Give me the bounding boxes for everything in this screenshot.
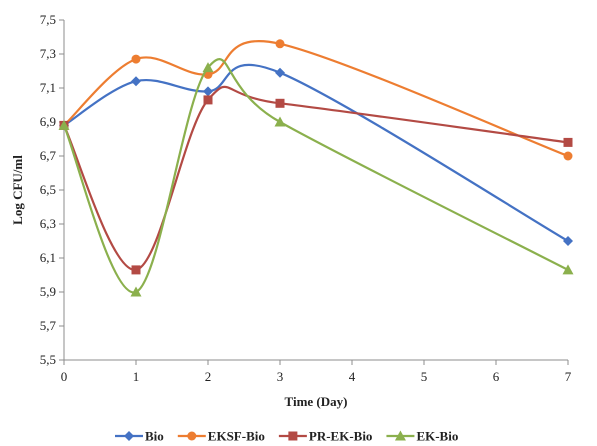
data-point-eksf-bio [131, 54, 141, 64]
data-point-pr-ek-bio [131, 265, 141, 275]
series-pr-ek-bio [59, 85, 573, 275]
x-tick-label: 3 [277, 369, 284, 384]
legend-marker [124, 431, 134, 441]
series-bio [59, 63, 573, 246]
legend-item-pr-ek-bio: PR-EK-Bio [278, 429, 373, 444]
x-tick-label: 7 [565, 369, 572, 384]
legend-label: EK-Bio [416, 429, 458, 444]
y-tick-label: 7,1 [40, 80, 56, 95]
y-tick-label: 6,3 [40, 216, 56, 231]
legend-label: EKSF-Bio [208, 429, 265, 444]
data-point-pr-ek-bio [203, 95, 213, 105]
legend-marker [187, 431, 197, 441]
legend-item-ek-bio: EK-Bio [386, 429, 458, 444]
y-tick-label: 5,5 [40, 352, 56, 367]
x-tick-label: 6 [493, 369, 500, 384]
data-point-bio [203, 86, 213, 97]
legend-marker [394, 430, 406, 441]
data-point-bio [131, 76, 141, 87]
series-ek-bio [58, 58, 574, 297]
x-tick-label: 5 [421, 369, 428, 384]
y-tick-label: 5,9 [40, 284, 56, 299]
data-point-bio [275, 67, 285, 78]
x-tick-label: 2 [205, 369, 212, 384]
series-line-ek-bio [62, 58, 569, 294]
y-tick-label: 6,7 [40, 148, 57, 163]
series-line-bio [63, 63, 569, 242]
y-tick-label: 6,1 [40, 250, 56, 265]
data-point-pr-ek-bio [275, 98, 285, 108]
legend-label: Bio [145, 429, 164, 444]
axes: 5,5 5,7 5,9 6,1 6,3 6,5 6,7 6,9 7,1 7,3 7,5 0 1 2 3 4 5 6… [40, 12, 572, 384]
x-tick-label: 4 [349, 369, 356, 384]
legend-label: PR-EK-Bio [309, 429, 373, 444]
series-group [58, 39, 574, 297]
data-point-ek-bio [562, 264, 574, 275]
y-tick-label: 5,7 [40, 318, 57, 333]
data-point-eksf-bio [275, 39, 285, 49]
data-point-ek-bio [274, 116, 286, 127]
x-axis-label: Time (Day) [285, 394, 348, 409]
legend: Bio EKSF-Bio PR-EK-Bio EK-Bio [115, 429, 458, 444]
legend-marker [288, 431, 298, 441]
series-line-eksf-bio [63, 40, 569, 158]
y-axis-label: Log CFU/ml [10, 155, 25, 225]
data-point-ek-bio [202, 62, 214, 73]
data-point-ek-bio [130, 286, 142, 297]
y-tick-label: 6,9 [40, 114, 56, 129]
x-tick-label: 0 [61, 369, 68, 384]
y-tick-label: 6,5 [40, 182, 56, 197]
legend-item-bio: Bio [115, 429, 164, 444]
legend-item-eksf-bio: EKSF-Bio [177, 429, 265, 444]
data-point-eksf-bio [563, 151, 573, 161]
x-tick-label: 1 [133, 369, 140, 384]
data-point-bio [563, 236, 573, 246]
data-point-pr-ek-bio [563, 137, 573, 147]
y-tick-label: 7,5 [40, 12, 56, 27]
data-point-ek-bio [58, 119, 70, 130]
y-tick-label: 7,3 [40, 46, 56, 61]
series-line-pr-ek-bio [63, 85, 569, 271]
